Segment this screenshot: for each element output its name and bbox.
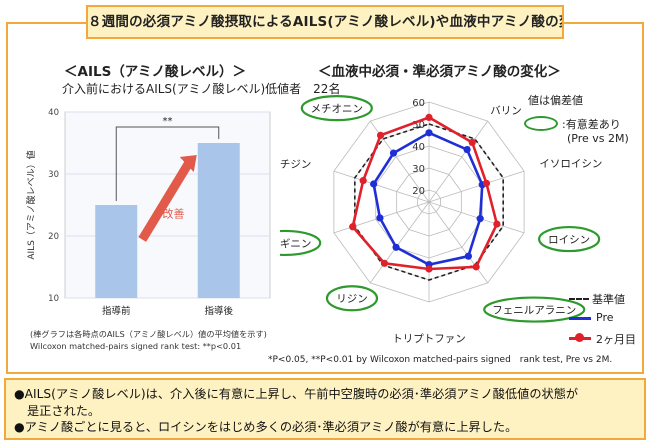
radar-data-point (464, 252, 472, 260)
bar (197, 143, 240, 298)
y-tick-label: 40 (48, 108, 59, 118)
significance-ellipse (300, 95, 373, 122)
page-title: ８週間の必須アミノ酸摂取によるAILS(アミノ酸レベル)や血液中アミノ酸の変化 (86, 5, 564, 39)
radar-axis-label: イソロイシン (539, 158, 602, 170)
radar-spoke (428, 120, 489, 203)
radar-axis-label: フェニルアラニン (492, 305, 576, 317)
radar-footnote: *P<0.05, **P<0.01 by Wilcoxon matched-pa… (268, 355, 613, 365)
y-tick-label: 10 (48, 294, 59, 304)
radar-tick-label: 60 (412, 98, 425, 109)
radar-data-point (425, 113, 433, 121)
radar-axis-label: ヒスチジン (280, 159, 311, 171)
radar-axis-label: ロイシン (548, 234, 590, 246)
summary-line-2: 是正された。 (27, 403, 101, 418)
radar-tick-label: 40 (412, 142, 425, 153)
radar-data-point (376, 131, 385, 139)
significance-ellipse (325, 285, 379, 312)
improvement-label: 改善 (163, 206, 185, 220)
significance-ellipse (483, 296, 586, 323)
radar-data-point (359, 177, 367, 185)
summary-line-1: ●AILS(アミノ酸レベル)は、介入後に有意に上昇し、午前中空腹時の必須･準必須… (14, 387, 579, 401)
ails-note-line2: Wilcoxon matched-pairs signed rank test:… (30, 341, 242, 351)
ails-subheading: 介入前におけるAILS(アミノ酸レベル)低値者 22名 (62, 82, 341, 96)
radar-tick-label: 20 (412, 186, 425, 197)
radar-data-point (493, 220, 501, 228)
legend-post-label: 2ヶ月目 (596, 333, 636, 346)
radar-data-point (482, 179, 491, 187)
radar-spoke (333, 170, 430, 203)
radar-axis-label: リジン (336, 293, 368, 305)
legend-post-marker (575, 333, 584, 342)
significance-ellipse (280, 229, 322, 257)
radar-data-point (370, 180, 378, 188)
improvement-arrow (138, 160, 193, 242)
amino-heading: ＜血液中必須・準必須アミノ酸の変化＞ (318, 64, 561, 80)
y-tick-label: 20 (48, 232, 59, 242)
radar-data-point (425, 129, 433, 137)
summary-line-3: ●アミノ酸ごとに見ると、ロイシンをはじめ多くの必須･準必須アミノ酸が有意に上昇し… (14, 420, 518, 434)
radar-spoke (428, 170, 525, 203)
radar-data-point (389, 149, 398, 157)
radar-spoke (428, 201, 525, 234)
significance-legend-ellipse (524, 116, 558, 131)
legend-pre-label: Pre (596, 311, 614, 324)
significance-legend-text-2: (Pre vs 2M) (567, 132, 629, 145)
radar-data-point (380, 259, 389, 267)
amino-radar-chart: 2030405060スレオニンバリンイソロイシンロイシンフェニルアラニントリプト… (280, 95, 602, 345)
bar (95, 205, 138, 298)
radar-data-point (392, 243, 400, 251)
radar-data-point (349, 223, 357, 231)
x-tick-label: 指導前 (102, 305, 131, 317)
significance-bracket (115, 126, 220, 201)
improvement-arrowhead (179, 155, 197, 172)
radar-legend-title: 値は偏差値 (528, 94, 583, 107)
radar-data-point (463, 145, 471, 154)
radar-tick-label: 50 (412, 120, 425, 131)
radar-spoke (369, 201, 430, 284)
legend-baseline-swatch (569, 298, 589, 300)
radar-axis-label: バリン (490, 105, 522, 117)
significance-ellipse (538, 225, 601, 253)
legend-baseline-label: 基準値 (592, 293, 625, 306)
significance-marker: ** (163, 116, 173, 127)
radar-data-point (476, 215, 484, 223)
legend-pre-swatch (569, 317, 591, 320)
radar-axis-label: トリプトファン (392, 333, 466, 345)
y-tick-label: 30 (48, 170, 59, 180)
x-tick-label: 指導後 (204, 305, 233, 317)
significance-legend-text-1: :有意差あり (562, 118, 621, 131)
radar-axis-label: メチオニン (311, 103, 364, 115)
radar-data-point (472, 263, 480, 271)
radar-data-point (376, 214, 384, 222)
radar-tick-label: 30 (412, 164, 425, 175)
radar-data-point (468, 138, 476, 147)
radar-data-point (425, 265, 433, 273)
radar-axis-label: アルギニン (280, 238, 311, 250)
radar-series-line (354, 123, 504, 281)
ails-heading: ＜AILS（アミノ酸レベル）＞ (64, 64, 247, 80)
summary-box: ●AILS(アミノ酸レベル)は、介入後に有意に上昇し、午前中空腹時の必須･準必須… (4, 378, 646, 440)
ails-note-line1: (棒グラフは各時点のAILS（アミノ酸レベル）値の平均値を示す) (30, 329, 267, 339)
y-axis-label: AILS（アミノ酸レベル）値 (25, 150, 37, 259)
